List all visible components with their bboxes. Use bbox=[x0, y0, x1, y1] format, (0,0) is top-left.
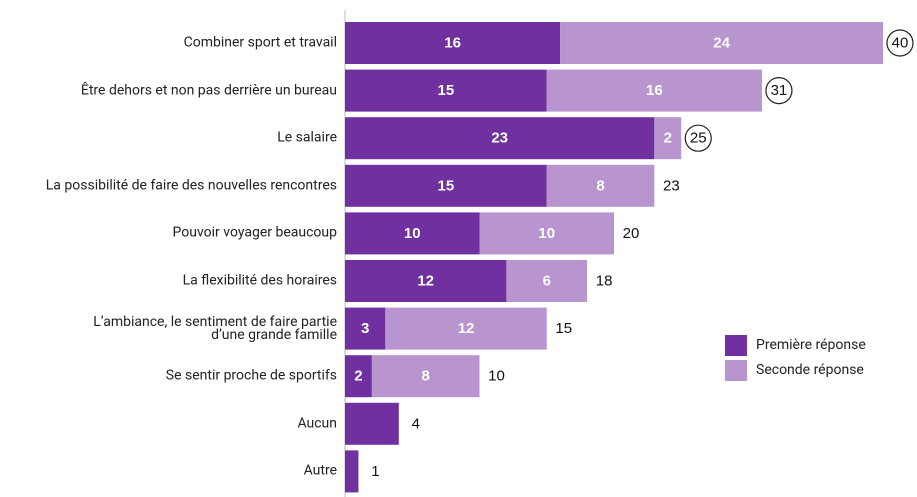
total-label: 18 bbox=[596, 273, 613, 290]
data-label: 15 bbox=[438, 82, 455, 99]
data-label: 15 bbox=[438, 177, 455, 194]
bar bbox=[385, 307, 547, 350]
data-label: 8 bbox=[596, 177, 604, 194]
category-label: Le salaire bbox=[277, 129, 337, 146]
data-label: 16 bbox=[444, 35, 461, 52]
bar bbox=[371, 355, 480, 398]
total-label: 31 bbox=[771, 82, 788, 99]
data-label: 2 bbox=[664, 130, 672, 147]
bar bbox=[345, 164, 547, 207]
data-label: 8 bbox=[422, 368, 430, 385]
category-label: La possibilité de faire des nouvelles re… bbox=[45, 177, 337, 194]
data-label: 16 bbox=[646, 82, 663, 99]
bar bbox=[560, 22, 883, 64]
total-label: 20 bbox=[623, 225, 640, 242]
data-label: 10 bbox=[404, 225, 421, 242]
total-label: 25 bbox=[690, 130, 707, 147]
data-label: 10 bbox=[538, 225, 555, 242]
bar bbox=[345, 212, 480, 255]
data-label: 23 bbox=[491, 130, 508, 147]
bar bbox=[546, 69, 762, 112]
total-label: 1 bbox=[371, 463, 379, 480]
legend-swatch bbox=[725, 360, 747, 381]
category-label: Se sentir proche de sportifs bbox=[165, 367, 337, 384]
bar bbox=[345, 69, 547, 112]
bar bbox=[479, 212, 614, 255]
bar bbox=[345, 22, 561, 64]
total-circle bbox=[886, 29, 914, 57]
total-label: 23 bbox=[663, 177, 680, 194]
data-label: 12 bbox=[417, 273, 434, 290]
bar bbox=[345, 260, 507, 302]
bar bbox=[654, 117, 682, 160]
total-circle bbox=[684, 124, 712, 152]
bar bbox=[345, 307, 386, 350]
legend-swatch bbox=[725, 335, 747, 356]
data-label: 3 bbox=[361, 320, 369, 337]
category-label: Aucun bbox=[297, 415, 337, 432]
category-label: La flexibilité des horaires bbox=[182, 272, 337, 289]
data-label: 2 bbox=[354, 368, 362, 385]
bar bbox=[546, 164, 655, 207]
data-label: 12 bbox=[458, 320, 475, 337]
total-label: 40 bbox=[892, 35, 909, 52]
total-label: 15 bbox=[555, 320, 572, 337]
bar bbox=[506, 260, 588, 302]
bar bbox=[345, 450, 359, 493]
data-label: 24 bbox=[713, 35, 730, 52]
legend-label: Seconde réponse bbox=[756, 362, 864, 378]
bar bbox=[345, 355, 372, 398]
category-label: Autre bbox=[303, 462, 337, 479]
category-label: Être dehors et non pas derrière un burea… bbox=[80, 82, 337, 99]
total-circle bbox=[765, 76, 793, 105]
bar bbox=[345, 402, 399, 445]
category-label: Combiner sport et travail bbox=[183, 34, 337, 51]
category-label: Pouvoir voyager beaucoup bbox=[172, 224, 337, 241]
data-label: 6 bbox=[543, 273, 551, 290]
legend-label: Première réponse bbox=[756, 337, 866, 353]
total-label: 10 bbox=[488, 368, 505, 385]
total-label: 4 bbox=[412, 415, 420, 432]
bar bbox=[345, 117, 655, 160]
category-label: L’ambiance, le sentiment de faire partie… bbox=[93, 313, 337, 343]
